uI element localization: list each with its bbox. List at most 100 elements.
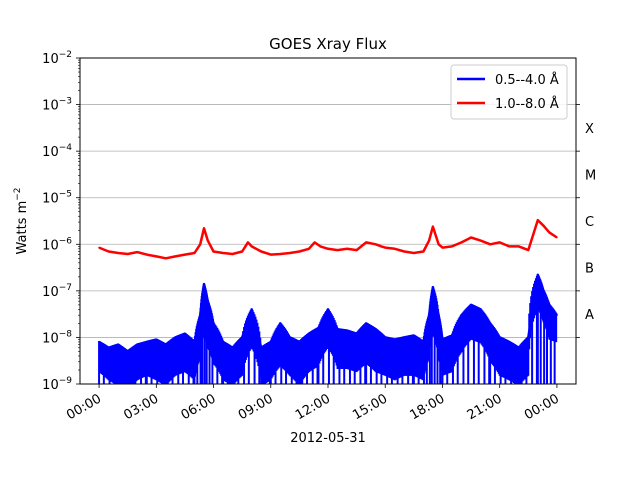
series-point [207, 239, 209, 242]
y-tick-label: 10−8 [42, 329, 72, 346]
series-line-1 [98, 273, 558, 353]
series-point [289, 252, 291, 254]
x-axis-label: 2012-05-31 [290, 431, 366, 446]
series-point [269, 341, 272, 343]
series-point [199, 243, 201, 246]
series-point [403, 336, 406, 339]
series-point [489, 322, 491, 325]
series-point [346, 247, 348, 250]
series-point [241, 250, 243, 253]
series-point [470, 304, 472, 306]
series-point [308, 247, 310, 250]
series-point [432, 286, 434, 288]
series-point [260, 250, 263, 253]
series-point [126, 253, 129, 255]
series-point [413, 252, 415, 254]
series-point [542, 224, 545, 227]
series-point [355, 249, 358, 251]
series-point [145, 341, 148, 343]
series-point [374, 243, 377, 246]
series-point [498, 336, 501, 339]
series-point [107, 250, 110, 253]
series-point [231, 346, 234, 349]
series-point [279, 322, 282, 325]
series-point [508, 341, 511, 343]
series-point [380, 245, 383, 248]
series-point [193, 341, 196, 343]
series-point [548, 304, 551, 306]
series-point [250, 308, 253, 311]
series-point [184, 253, 186, 256]
series-point [269, 253, 272, 256]
series-point [498, 241, 501, 244]
series-point [174, 336, 177, 339]
series-point [193, 252, 196, 254]
series-point [155, 255, 158, 258]
series-point [250, 245, 253, 248]
series-point [355, 332, 358, 335]
series-point [422, 341, 425, 343]
series-point [460, 241, 463, 244]
series-point [470, 236, 472, 239]
series-point [393, 247, 396, 250]
series-point [327, 247, 329, 250]
series-point [537, 219, 539, 221]
series-point [479, 308, 482, 311]
series-point [289, 336, 291, 339]
series-point [548, 231, 551, 234]
flare-class-label: B [585, 262, 594, 277]
series-point [527, 336, 530, 339]
flare-class-label: A [585, 308, 594, 323]
series-point [231, 253, 234, 255]
series-point [117, 343, 119, 346]
series-point [212, 250, 215, 253]
series-point [365, 241, 367, 244]
series-point [298, 341, 301, 343]
legend-label: 1.0--8.0 Å [495, 96, 559, 112]
series-point [117, 252, 119, 254]
series-point [98, 246, 100, 249]
y-axis-label-text: Watts m [15, 201, 30, 255]
y-tick-label: 10−6 [42, 236, 72, 253]
series-point [393, 338, 396, 341]
legend-label: 0.5--4.0 Å [495, 72, 559, 88]
series-point [145, 253, 148, 256]
chart-title: GOES Xray Flux [269, 35, 387, 53]
series-point [203, 283, 205, 285]
series-point [422, 250, 425, 253]
series-point [517, 346, 520, 349]
series-point [441, 338, 444, 341]
series-point [184, 332, 186, 335]
series-point [556, 314, 558, 317]
y-axis: 10−9 10−8 10−7 10−6 10−5 10−4 10−3 10−2 [42, 50, 80, 393]
series-point [336, 249, 339, 251]
series-point [313, 241, 316, 244]
series-point [199, 314, 201, 317]
y-tick-label: 10−7 [42, 283, 72, 300]
y-tick-label: 10−4 [42, 143, 72, 160]
y-tick-label: 10−9 [42, 376, 72, 393]
series-point [165, 343, 167, 346]
flare-class-label: X [585, 122, 594, 137]
series-point [222, 341, 224, 343]
series-point [136, 343, 139, 346]
series-point [241, 336, 243, 339]
legend: 0.5--4.0 Å 1.0--8.0 Å [450, 64, 568, 120]
series-point [428, 314, 430, 317]
series-point [126, 350, 129, 353]
series-point [247, 241, 249, 244]
series-point [517, 245, 520, 248]
series-point [279, 253, 282, 255]
series-point [336, 328, 339, 331]
series-point [384, 246, 387, 249]
series-point [537, 274, 539, 276]
series-point [212, 322, 215, 325]
series-point [460, 314, 463, 317]
series-point [428, 239, 430, 242]
flare-class-label: M [585, 168, 596, 183]
series-point [384, 336, 387, 339]
series-point [542, 290, 545, 292]
series-point [98, 341, 100, 343]
series-point [437, 314, 440, 317]
